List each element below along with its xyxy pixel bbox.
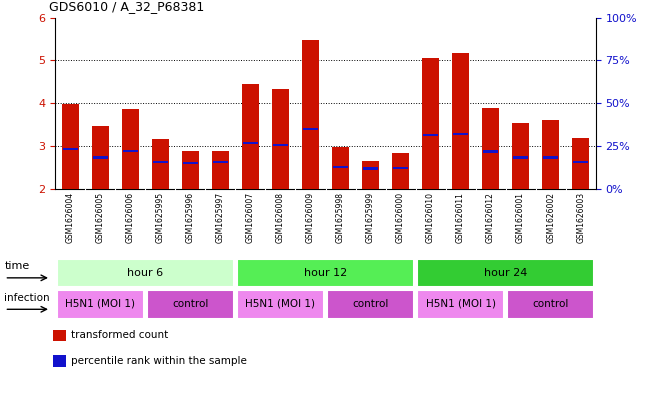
Bar (183, 162, 198, 164)
Bar (393, 167, 408, 169)
Bar (302, 40, 319, 189)
Bar (572, 138, 589, 189)
Bar (393, 153, 409, 189)
Bar (482, 108, 499, 189)
Text: GSM1626003: GSM1626003 (576, 192, 585, 243)
Bar (153, 161, 168, 163)
Bar (123, 150, 138, 152)
Text: infection: infection (5, 293, 50, 303)
Bar (513, 156, 528, 158)
Bar (417, 290, 504, 319)
Text: hour 24: hour 24 (484, 268, 527, 277)
Bar (92, 126, 109, 189)
Bar (53, 355, 66, 367)
Text: GSM1626012: GSM1626012 (486, 192, 495, 243)
Bar (333, 166, 348, 168)
Bar (273, 143, 288, 146)
Bar (63, 148, 77, 150)
Bar (543, 156, 558, 158)
Text: GDS6010 / A_32_P68381: GDS6010 / A_32_P68381 (49, 0, 204, 13)
Text: time: time (5, 261, 30, 271)
Text: control: control (173, 299, 208, 309)
Bar (53, 329, 66, 341)
Bar (303, 128, 318, 130)
Bar (242, 84, 258, 189)
Text: GSM1626004: GSM1626004 (66, 192, 75, 243)
Bar (237, 259, 414, 287)
Text: H5N1 (MOI 1): H5N1 (MOI 1) (65, 299, 135, 309)
Bar (272, 90, 289, 189)
Text: H5N1 (MOI 1): H5N1 (MOI 1) (245, 299, 316, 309)
Bar (363, 167, 378, 170)
Text: hour 6: hour 6 (128, 268, 163, 277)
Bar (422, 58, 439, 189)
Bar (512, 123, 529, 189)
Text: hour 12: hour 12 (304, 268, 347, 277)
Text: GSM1625998: GSM1625998 (336, 192, 345, 243)
Bar (362, 161, 379, 189)
Text: GSM1625997: GSM1625997 (216, 192, 225, 243)
Bar (57, 259, 234, 287)
Bar (237, 290, 324, 319)
Text: GSM1626005: GSM1626005 (96, 192, 105, 243)
Bar (243, 142, 258, 144)
Text: GSM1626009: GSM1626009 (306, 192, 315, 243)
Bar (327, 290, 414, 319)
Text: GSM1625995: GSM1625995 (156, 192, 165, 243)
Bar (332, 147, 349, 189)
Bar (62, 105, 79, 189)
Text: GSM1625999: GSM1625999 (366, 192, 375, 243)
Text: GSM1626002: GSM1626002 (546, 192, 555, 243)
Bar (452, 53, 469, 189)
Text: GSM1626001: GSM1626001 (516, 192, 525, 243)
Bar (423, 134, 438, 136)
Text: GSM1626007: GSM1626007 (246, 192, 255, 243)
Text: GSM1626000: GSM1626000 (396, 192, 405, 243)
Bar (152, 140, 169, 189)
Text: percentile rank within the sample: percentile rank within the sample (71, 356, 247, 366)
Bar (213, 161, 228, 163)
Text: transformed count: transformed count (71, 331, 169, 340)
Bar (417, 259, 594, 287)
Text: GSM1626008: GSM1626008 (276, 192, 285, 243)
Bar (147, 290, 234, 319)
Text: H5N1 (MOI 1): H5N1 (MOI 1) (426, 299, 495, 309)
Bar (122, 109, 139, 189)
Bar (453, 133, 468, 136)
Bar (212, 151, 229, 189)
Bar (483, 151, 498, 152)
Text: GSM1625996: GSM1625996 (186, 192, 195, 243)
Bar (93, 156, 108, 158)
Text: GSM1626011: GSM1626011 (456, 192, 465, 243)
Bar (57, 290, 144, 319)
Bar (542, 120, 559, 189)
Text: control: control (352, 299, 389, 309)
Bar (507, 290, 594, 319)
Text: GSM1626006: GSM1626006 (126, 192, 135, 243)
Bar (182, 151, 199, 189)
Bar (574, 161, 588, 163)
Text: control: control (533, 299, 569, 309)
Text: GSM1626010: GSM1626010 (426, 192, 435, 243)
